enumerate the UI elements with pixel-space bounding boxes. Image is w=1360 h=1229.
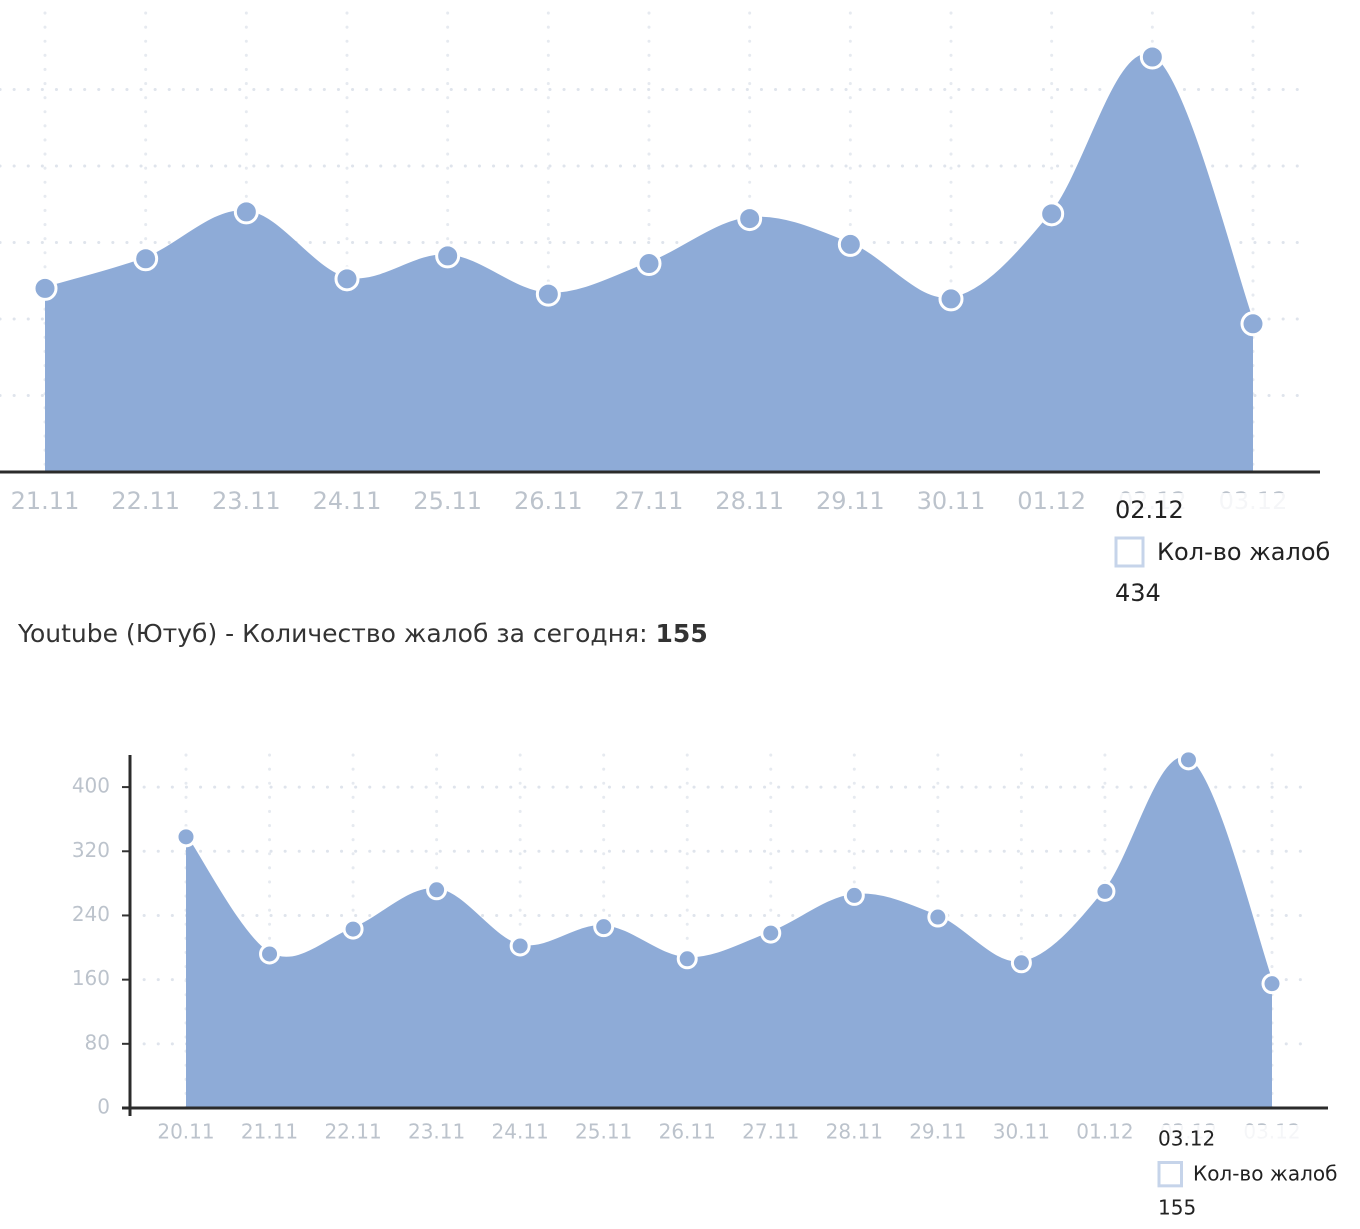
section-heading: Youtube (Ютуб) - Количество жалоб за сег… <box>17 619 708 648</box>
data-point <box>1139 44 1165 70</box>
data-point <box>535 281 561 307</box>
data-point <box>259 943 281 965</box>
data-point <box>1094 880 1116 902</box>
data-point <box>1039 201 1065 227</box>
data-point <box>636 251 662 277</box>
x-tick-label: 22.11 <box>111 487 180 515</box>
data-point <box>133 246 159 272</box>
x-tick-label: 23.11 <box>212 487 281 515</box>
data-point <box>676 948 698 970</box>
data-point <box>837 231 863 257</box>
x-tick-label: 28.11 <box>715 487 784 515</box>
x-tick-label: 01.12 <box>1017 487 1086 515</box>
tooltip-swatch <box>1157 1161 1183 1188</box>
heading-text: Youtube (Ютуб) - Количество жалоб за сег… <box>17 619 648 648</box>
x-tick-label: 26.11 <box>514 487 583 515</box>
data-point <box>760 922 782 944</box>
x-tick-label: 23.11 <box>408 1120 465 1144</box>
tooltip-series: Кол-во жалоб <box>1193 1162 1337 1186</box>
y-tick-label: 0 <box>97 1095 110 1119</box>
y-tick-label: 80 <box>85 1030 110 1054</box>
x-tick-label: 21.11 <box>241 1120 298 1144</box>
tooltip-value: 434 <box>1115 579 1161 607</box>
data-point <box>435 243 461 269</box>
data-point <box>342 918 364 940</box>
x-tick-label: 20.11 <box>157 1120 214 1144</box>
x-tick-label: 28.11 <box>826 1120 883 1144</box>
x-tick-label: 29.11 <box>816 487 885 515</box>
y-tick-label: 160 <box>72 966 110 990</box>
data-point <box>334 266 360 292</box>
y-tick-label: 320 <box>72 838 110 862</box>
x-tick-label: 29.11 <box>909 1120 966 1144</box>
tooltip-value: 155 <box>1158 1196 1196 1220</box>
data-point <box>426 879 448 901</box>
data-point <box>593 916 615 938</box>
data-point <box>927 906 949 928</box>
x-tick-label: 22.11 <box>324 1120 381 1144</box>
data-point <box>843 884 865 906</box>
x-tick-label: 30.11 <box>993 1120 1050 1144</box>
x-tick-label: 26.11 <box>659 1120 716 1144</box>
data-point <box>509 935 531 957</box>
x-tick-label: 25.11 <box>413 487 482 515</box>
data-point <box>1010 952 1032 974</box>
tooltip-swatch <box>1114 536 1145 568</box>
tooltip-bg <box>1152 1125 1360 1213</box>
data-point <box>938 286 964 312</box>
x-tick-label: 24.11 <box>313 487 382 515</box>
heading-count: 155 <box>656 619 708 648</box>
tooltip-title: 03.12 <box>1158 1127 1215 1151</box>
y-tick-label: 400 <box>72 774 110 798</box>
x-tick-label: 21.11 <box>11 487 80 515</box>
x-tick-label: 01.12 <box>1076 1120 1133 1144</box>
y-tick-label: 240 <box>72 902 110 926</box>
data-point <box>1261 973 1283 995</box>
data-point <box>233 199 259 225</box>
area-line <box>44 53 1255 325</box>
area <box>186 758 1272 1108</box>
x-tick-label: 27.11 <box>615 487 684 515</box>
tooltip-series: Кол-во жалоб <box>1157 538 1330 566</box>
x-tick-label: 25.11 <box>575 1120 632 1144</box>
x-tick-label: 24.11 <box>492 1120 549 1144</box>
x-tick-label: 27.11 <box>742 1120 799 1144</box>
data-point <box>737 206 763 232</box>
x-tick-label: 30.11 <box>917 487 986 515</box>
data-point <box>32 275 58 301</box>
data-point <box>1240 311 1266 337</box>
data-point <box>1177 749 1199 771</box>
tooltip-title: 02.12 <box>1115 496 1184 524</box>
data-point <box>175 826 197 848</box>
tooltip-bg <box>1109 493 1360 598</box>
